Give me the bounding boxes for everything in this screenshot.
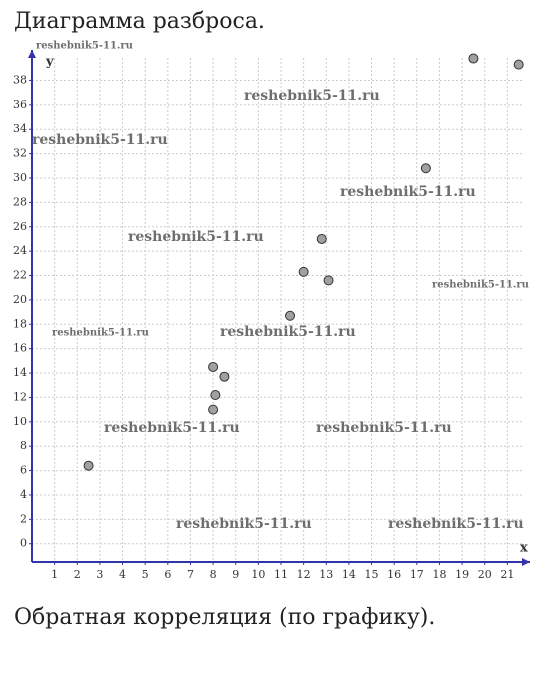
x-tick-label: 8 <box>210 568 217 581</box>
x-tick-label: 16 <box>387 568 401 581</box>
y-tick-label: 20 <box>13 293 27 306</box>
y-tick-label: 38 <box>13 73 27 86</box>
watermark: reshebnik5-11.ru <box>36 41 133 52</box>
y-tick-label: 32 <box>13 147 27 160</box>
point <box>298 266 309 277</box>
point <box>323 275 334 286</box>
x-tick-label: 13 <box>319 568 333 581</box>
caption: Обратная корреляция (по графику). <box>14 605 435 630</box>
x-tick-label: 12 <box>297 568 311 581</box>
point <box>468 53 479 64</box>
y-arrow <box>28 50 36 58</box>
point <box>316 233 327 244</box>
x-tick-label: 21 <box>500 568 514 581</box>
x-tick-label: 11 <box>274 568 288 581</box>
point <box>83 460 94 471</box>
watermark: reshebnik5-11.ru <box>52 328 149 339</box>
point <box>210 389 221 400</box>
x-tick-label: 15 <box>365 568 379 581</box>
point <box>285 310 296 321</box>
x-tick-label: 18 <box>432 568 446 581</box>
x-tick-label: 6 <box>164 568 171 581</box>
watermark: reshebnik5-11.ru <box>176 516 312 532</box>
x-tick-label: 1 <box>51 568 58 581</box>
y-tick-label: 34 <box>13 122 27 135</box>
x-tick-label: 10 <box>251 568 265 581</box>
y-tick-label: 2 <box>20 512 27 525</box>
y-tick-label: 22 <box>13 269 27 282</box>
x-axis-label: x <box>520 541 528 556</box>
x-tick-label: 4 <box>119 568 126 581</box>
x-tick-label: 7 <box>187 568 194 581</box>
watermark: reshebnik5-11.ru <box>316 420 452 436</box>
y-tick-label: 4 <box>20 488 27 501</box>
watermark: reshebnik5-11.ru <box>388 516 524 532</box>
point <box>420 163 431 174</box>
y-tick-label: 24 <box>13 244 27 257</box>
y-tick-label: 12 <box>13 390 27 403</box>
y-tick-label: 28 <box>13 195 27 208</box>
y-tick-label: 10 <box>13 415 27 428</box>
watermark: reshebnik5-11.ru <box>340 184 476 200</box>
x-tick-label: 2 <box>74 568 81 581</box>
watermark: reshebnik5-11.ru <box>128 229 264 245</box>
y-tick-label: 6 <box>20 464 27 477</box>
point <box>208 361 219 372</box>
x-tick-label: 20 <box>478 568 492 581</box>
point <box>513 59 524 70</box>
watermark: reshebnik5-11.ru <box>32 132 168 148</box>
y-tick-label: 14 <box>13 366 27 379</box>
x-tick-label: 14 <box>342 568 356 581</box>
y-tick-label: 26 <box>13 220 27 233</box>
y-tick-label: 36 <box>13 98 27 111</box>
y-tick-label: 0 <box>20 537 27 550</box>
chart-title: Диаграмма разброса. <box>14 9 265 34</box>
x-arrow <box>522 558 530 566</box>
point <box>219 371 230 382</box>
y-tick-label: 30 <box>13 171 27 184</box>
watermark: reshebnik5-11.ru <box>220 324 356 340</box>
y-tick-label: 8 <box>20 439 27 452</box>
point <box>208 404 219 415</box>
watermark: reshebnik5-11.ru <box>432 280 529 291</box>
x-tick-label: 3 <box>96 568 103 581</box>
y-axis-label: y <box>45 55 54 70</box>
watermark: reshebnik5-11.ru <box>244 88 380 104</box>
y-tick-label: 18 <box>13 317 27 330</box>
x-tick-label: 5 <box>142 568 149 581</box>
y-tick-label: 16 <box>13 342 27 355</box>
x-tick-label: 17 <box>410 568 424 581</box>
watermark: reshebnik5-11.ru <box>104 420 240 436</box>
x-tick-label: 19 <box>455 568 469 581</box>
x-tick-label: 9 <box>232 568 239 581</box>
